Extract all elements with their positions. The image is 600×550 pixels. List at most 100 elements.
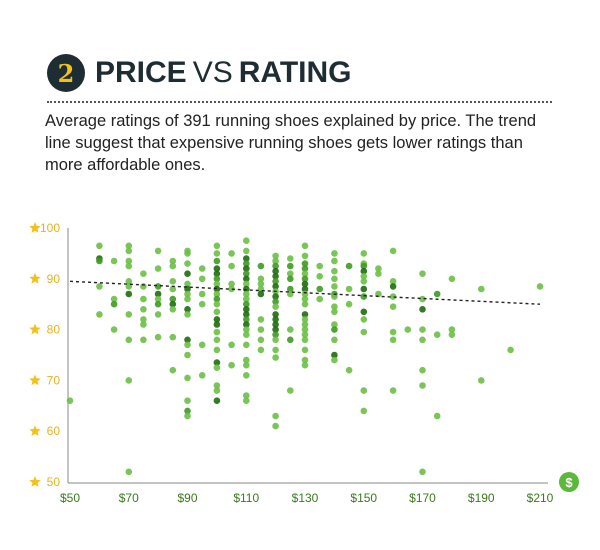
x-tick-label: $110 [233, 491, 259, 505]
data-point [184, 351, 191, 359]
data-point [213, 364, 221, 372]
data-point [140, 270, 147, 278]
data-point [125, 257, 133, 265]
data-point [272, 316, 279, 323]
data-point [243, 306, 250, 313]
data-point [301, 252, 309, 260]
star-icon [29, 476, 41, 487]
data-point [272, 336, 279, 344]
data-point [389, 328, 397, 336]
data-point [301, 331, 309, 339]
y-tick-label: 100 [40, 221, 60, 235]
data-point [154, 247, 162, 255]
data-point [272, 273, 279, 280]
data-point [360, 308, 368, 316]
data-point [213, 270, 221, 278]
data-point [345, 285, 353, 293]
data-point [243, 255, 250, 262]
data-point [257, 280, 265, 288]
data-point [184, 295, 191, 303]
data-point [243, 295, 250, 303]
dotted-divider [47, 101, 552, 103]
data-point [272, 278, 279, 285]
data-point [389, 247, 397, 255]
data-point [301, 285, 309, 293]
data-point [301, 275, 309, 283]
data-point [331, 275, 338, 283]
data-point [360, 407, 368, 415]
data-point [301, 270, 309, 278]
data-point [287, 336, 294, 344]
data-point [257, 316, 265, 323]
data-point [243, 311, 250, 318]
data-point [360, 328, 368, 336]
data-point [419, 306, 426, 313]
data-point [316, 273, 324, 280]
data-point [360, 267, 368, 275]
data-point [389, 336, 397, 344]
data-point [257, 290, 265, 298]
data-point [301, 265, 309, 272]
data-point [184, 412, 191, 420]
data-point [125, 242, 133, 250]
data-point [198, 290, 206, 298]
data-point [213, 382, 221, 389]
data-point [272, 354, 279, 361]
data-point [389, 303, 397, 311]
data-point [243, 280, 250, 288]
data-point [257, 346, 265, 354]
x-tick-label: $190 [468, 491, 495, 505]
data-point [301, 311, 309, 318]
data-point [243, 372, 250, 379]
data-point [272, 262, 279, 270]
data-point [257, 326, 265, 333]
data-point [184, 250, 191, 257]
data-point [448, 331, 456, 339]
data-point [213, 290, 221, 298]
data-point [272, 346, 279, 354]
data-point [169, 333, 177, 341]
data-point [96, 257, 103, 265]
data-point [140, 316, 147, 323]
data-point [213, 257, 221, 265]
data-point [272, 326, 279, 333]
data-point [154, 283, 162, 290]
y-tick-label: 50 [47, 475, 61, 489]
data-point [184, 407, 191, 415]
chart-description: Average ratings of 391 running shoes exp… [45, 112, 537, 174]
data-point [125, 247, 133, 255]
data-point [360, 387, 368, 394]
data-point [213, 280, 221, 288]
data-point [287, 285, 294, 293]
x-tick-label: $150 [350, 491, 377, 505]
data-point [419, 326, 426, 333]
star-icon [29, 272, 41, 284]
x-tick-label: $50 [60, 491, 80, 505]
data-point [257, 262, 265, 270]
data-point [198, 372, 206, 379]
data-point [331, 356, 338, 364]
data-point [169, 366, 177, 374]
x-tick-label: $170 [409, 491, 436, 505]
data-point [331, 283, 338, 290]
data-point [287, 275, 294, 283]
data-point [316, 262, 324, 270]
data-point [184, 397, 191, 405]
data-point [272, 267, 279, 275]
trend-line [69, 280, 541, 305]
data-point [433, 412, 441, 420]
data-point [96, 283, 103, 290]
data-point [213, 346, 221, 354]
data-point [331, 336, 338, 344]
data-point [110, 257, 118, 265]
data-point [345, 300, 353, 308]
data-point [243, 260, 250, 267]
data-point [213, 295, 221, 303]
data-point [331, 351, 338, 359]
data-point [331, 257, 338, 265]
star-icon [29, 323, 41, 335]
data-point [360, 278, 368, 285]
data-point [272, 257, 279, 265]
data-point [125, 311, 133, 318]
